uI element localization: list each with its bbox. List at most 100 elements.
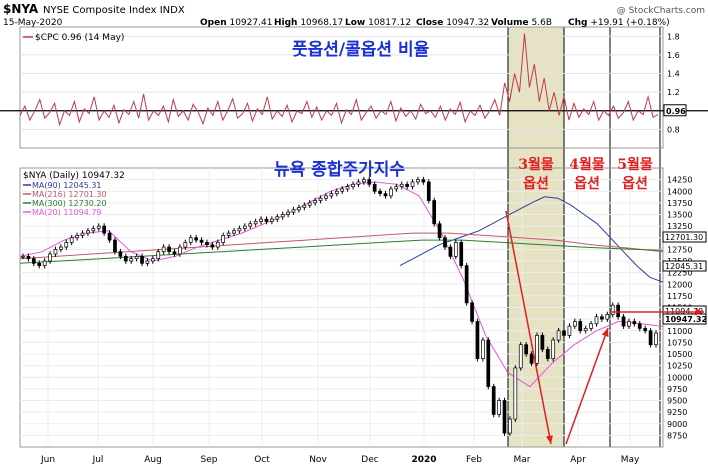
price-bar-body — [545, 349, 550, 360]
price-bar-body — [96, 225, 101, 229]
price-bar-body — [31, 258, 36, 264]
recovery-arrow — [565, 327, 609, 445]
price-tick-label: 12750 — [667, 245, 692, 254]
price-tick-label: 11750 — [667, 292, 692, 301]
close-readout: Close 10947.32 — [416, 18, 489, 28]
price-bar-body — [210, 244, 215, 248]
price-bar-body — [621, 316, 626, 327]
price-bar-body — [140, 256, 144, 264]
price-bar-body — [156, 251, 161, 260]
price-bar-body — [637, 323, 642, 329]
cpc-series-line — [19, 33, 659, 127]
price-bar-body — [600, 316, 604, 320]
price-bar-body — [361, 179, 366, 183]
price-bar-body — [302, 204, 307, 208]
price-bar-body — [470, 302, 474, 322]
price-bar-body — [329, 193, 334, 197]
x-tick-label: Apr — [570, 455, 586, 465]
price-bar-body — [226, 232, 231, 236]
price-tick-label: 13250 — [667, 222, 692, 231]
price-tick-label: 14250 — [667, 176, 692, 185]
price-bar-body — [518, 344, 523, 369]
price-bar-body — [297, 207, 301, 211]
mar-option-label: 옵션 — [523, 175, 549, 192]
price-bar-body — [183, 242, 188, 248]
price-bar-body — [129, 258, 134, 262]
price-tick-label: 9750 — [667, 385, 687, 394]
ma-line — [19, 181, 664, 388]
price-bar-body — [481, 339, 485, 359]
price-value-tag-label: 12045.31 — [665, 262, 703, 271]
price-bar-body — [194, 237, 198, 241]
price-bar-body — [605, 314, 610, 320]
x-tick-label: Aug — [144, 455, 162, 465]
chart-date: 15-May-2020 — [3, 18, 63, 28]
price-bar-body — [318, 197, 323, 201]
price-tick-label: 8750 — [667, 431, 687, 440]
price-bar-body — [508, 418, 512, 434]
price-bar-body — [643, 328, 648, 332]
price-legend-title: $NYA (Daily) 10947.32 — [23, 171, 125, 181]
price-bar-body — [367, 179, 372, 185]
price-bar-body — [648, 330, 653, 346]
high-readout: High 10968.17 — [274, 18, 343, 28]
price-bar-body — [551, 339, 556, 359]
price-bar-body — [378, 190, 382, 194]
price-bar-body — [345, 186, 350, 190]
price-tick-label: 10000 — [667, 373, 692, 382]
price-bar-body — [205, 242, 209, 246]
price-bar-body — [426, 181, 431, 201]
price-tick-label: 9500 — [667, 397, 687, 406]
price-bar-body — [313, 200, 318, 204]
flat-arrow-head — [695, 308, 704, 316]
price-bar-body — [102, 225, 107, 234]
chg-readout: Chg +19.91 (+0.18%) — [568, 18, 670, 28]
price-tick-label: 9000 — [667, 420, 687, 429]
price-bar-body — [80, 232, 85, 236]
price-bar-body — [280, 214, 285, 218]
volume-readout: Volume 5.6B — [491, 18, 552, 28]
mar-option-label: 3월물 — [518, 156, 554, 173]
cpc-tick-label: 1.2 — [667, 88, 680, 97]
price-bar-body — [259, 218, 263, 222]
price-bar-body — [556, 330, 561, 341]
price-bar-body — [372, 183, 377, 192]
price-bar-body — [632, 321, 637, 325]
price-tick-label: 10500 — [667, 350, 692, 359]
price-bar-body — [107, 232, 112, 241]
price-bar-body — [26, 256, 31, 260]
price-bar-body — [383, 193, 388, 197]
price-bar-body — [486, 339, 491, 387]
symbol: $NYA — [3, 2, 39, 16]
price-bar-body — [59, 246, 63, 250]
price-tick-label: 13750 — [667, 199, 692, 208]
price-bar-body — [91, 228, 96, 232]
x-tick-label: Nov — [309, 455, 327, 465]
price-bar-body — [405, 183, 409, 187]
price-bar-body — [594, 316, 599, 325]
price-bar-body — [340, 188, 345, 192]
price-bar-body — [118, 251, 123, 257]
index-name: NYSE Composite Index INDX — [43, 5, 185, 16]
price-value-tag — [662, 260, 707, 272]
price-bar-body — [583, 328, 588, 332]
price-bar-body — [242, 225, 247, 229]
watermark: @ StockCharts.com — [617, 6, 705, 16]
price-bar-body — [572, 321, 577, 327]
recovery-arrow-head — [601, 328, 609, 337]
cpc-last-value: 0.96 — [666, 107, 686, 116]
price-bar-body — [270, 218, 274, 222]
price-tick-label: 12250 — [667, 269, 692, 278]
price-value-tag — [662, 313, 707, 325]
price-bar-body — [75, 235, 79, 239]
cpc-tick-label: 1.6 — [667, 51, 680, 60]
price-bar-body — [389, 188, 393, 197]
price-bar-body — [291, 209, 296, 213]
price-bar-body — [437, 223, 442, 239]
cpc-tick-label: 1.4 — [667, 70, 680, 79]
price-value-tag-label: 10947.32 — [665, 315, 707, 324]
price-bar-body — [150, 258, 155, 262]
price-bar-body — [610, 304, 615, 315]
index-annotation-title: 뉴욕 종합주가지수 — [274, 159, 405, 180]
